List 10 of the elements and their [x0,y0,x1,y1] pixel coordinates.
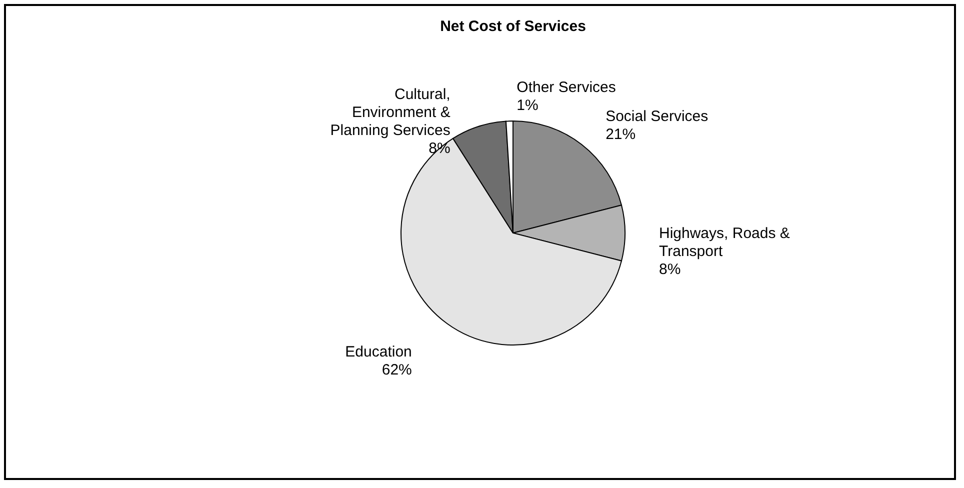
data-label: 62% [382,362,412,379]
slice-label: Cultural, Environment & Planning Services [330,86,450,139]
data-label: 21% [606,126,636,143]
chart-title: Net Cost of Services [440,18,586,35]
slice-label: Other Services [516,79,616,96]
slice-label: Education [345,344,412,361]
data-label: 1% [516,97,538,114]
data-label: 8% [659,261,681,278]
slice-label: Highways, Roads & Transport [659,225,790,260]
slice-label: Social Services [606,108,708,125]
